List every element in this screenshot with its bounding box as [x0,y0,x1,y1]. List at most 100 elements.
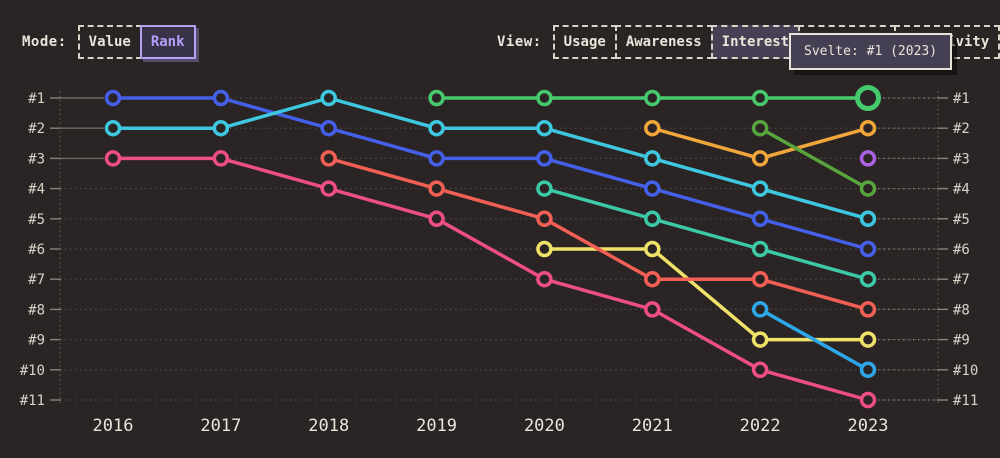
view-interest-button[interactable]: Interest [710,25,801,59]
data-point-yellow-2022[interactable] [751,331,769,348]
data-point-skyblue-2023[interactable] [859,361,877,379]
view-usage-button[interactable]: Usage [552,25,617,59]
data-point-pink-2021[interactable] [644,301,661,318]
data-point-cyan-2020[interactable] [536,119,553,137]
series-line-salmon [326,156,870,312]
data-point-cyan-2018[interactable] [320,89,337,107]
data-point-green-2021[interactable] [644,89,661,107]
data-point-pink-2019[interactable] [428,210,445,228]
data-point-cyan-2017[interactable] [212,119,230,137]
data-point-purple-2023[interactable] [859,150,877,167]
year-label-2016: 2016 [93,416,134,436]
rank-label-left-#1: #1 [28,91,45,107]
data-point-yellow-2023[interactable] [859,331,877,348]
series-line-cyan [111,96,870,221]
data-point-teal-2021[interactable] [644,210,661,228]
data-point-blue-2017[interactable] [212,89,230,107]
rank-label-left-#9: #9 [28,333,45,349]
rank-label-left-#11: #11 [20,393,45,409]
data-point-yellow-2021[interactable] [644,240,661,258]
mode-button-group: Value Rank [77,25,196,59]
data-point-lime-2023[interactable] [859,180,877,197]
data-point-salmon-2020[interactable] [536,210,553,228]
data-point-green-2020[interactable] [536,89,553,107]
rank-label-left-#10: #10 [20,363,45,379]
data-point-pink-2016[interactable] [104,150,122,167]
data-point-cyan-2022[interactable] [751,180,769,197]
data-point-salmon-2021[interactable] [644,270,661,288]
data-point-cyan-2023[interactable] [859,210,877,228]
data-point-blue-2018[interactable] [320,119,337,137]
data-point-salmon-2023[interactable] [859,301,877,318]
rank-label-right-#10: #10 [953,363,978,379]
year-label-2021: 2021 [632,416,673,436]
data-point-lime-2022[interactable] [751,119,769,137]
data-point-blue-2022[interactable] [751,210,769,228]
mode-control: Mode: Value Rank [22,24,196,60]
data-point-salmon-2018[interactable] [320,150,337,167]
data-point-yellow-2020[interactable] [536,240,553,258]
chart-tooltip: Svelte: #1 (2023) [789,33,953,70]
view-label: View: [497,34,542,50]
data-point-pink-2020[interactable] [536,270,553,288]
data-point-pink-2018[interactable] [320,180,337,197]
data-point-orange-2022[interactable] [751,150,769,167]
data-point-salmon-2019[interactable] [428,180,445,197]
rank-label-left-#6: #6 [28,242,45,258]
year-label-2017: 2017 [200,416,241,436]
data-point-salmon-2022[interactable] [751,270,769,288]
data-point-green-2022[interactable] [751,89,769,107]
data-point-orange-2021[interactable] [644,119,661,137]
series-line-blue [111,96,870,251]
rank-label-right-#2: #2 [953,121,970,137]
data-point-skyblue-2022[interactable] [751,301,769,318]
data-point-teal-2020[interactable] [536,180,553,197]
rank-label-left-#8: #8 [28,302,45,318]
year-label-2019: 2019 [416,416,457,436]
tooltip-text: Svelte: #1 (2023) [804,44,938,59]
rank-label-left-#5: #5 [28,212,45,228]
rank-label-right-#11: #11 [953,393,978,409]
year-label-2022: 2022 [740,416,781,436]
year-label-2018: 2018 [308,416,349,436]
data-point-blue-2023[interactable] [859,240,877,258]
series-line-teal [542,186,870,281]
mode-rank-button[interactable]: Rank [139,25,196,59]
series-line-pink [111,156,870,402]
year-label-2020: 2020 [524,416,565,436]
series-line-skyblue [758,307,870,372]
data-point-orange-2023[interactable] [859,119,877,137]
rank-label-right-#9: #9 [953,333,970,349]
year-label-2023: 2023 [848,416,889,436]
rank-label-right-#7: #7 [953,272,970,288]
data-point-blue-2020[interactable] [536,150,553,167]
view-awareness-button[interactable]: Awareness [614,25,713,59]
data-point-blue-2019[interactable] [428,150,445,167]
rank-label-right-#5: #5 [953,212,970,228]
data-point-teal-2022[interactable] [751,240,769,258]
rank-label-right-#1: #1 [953,91,970,107]
rank-label-left-#2: #2 [28,121,45,137]
mode-label: Mode: [22,34,67,50]
mode-value-button[interactable]: Value [77,25,142,59]
rank-label-left-#4: #4 [28,182,45,198]
data-point-cyan-2021[interactable] [644,150,661,167]
rank-label-right-#4: #4 [953,182,970,198]
series-line-lime [758,126,870,191]
data-point-cyan-2016[interactable] [104,119,122,137]
active-data-point-green-2023[interactable] [854,85,881,111]
data-point-blue-2016[interactable] [104,89,122,107]
data-point-cyan-2019[interactable] [428,119,445,137]
data-point-teal-2023[interactable] [859,270,877,288]
rank-label-left-#3: #3 [28,151,45,167]
data-point-pink-2023[interactable] [859,391,877,409]
data-point-green-2019[interactable] [428,89,445,107]
data-point-pink-2022[interactable] [751,361,769,379]
rank-label-right-#8: #8 [953,302,970,318]
rank-label-left-#7: #7 [28,272,45,288]
rank-label-right-#6: #6 [953,242,970,258]
data-point-blue-2021[interactable] [644,180,661,197]
rank-label-right-#3: #3 [953,151,970,167]
data-point-pink-2017[interactable] [212,150,230,167]
